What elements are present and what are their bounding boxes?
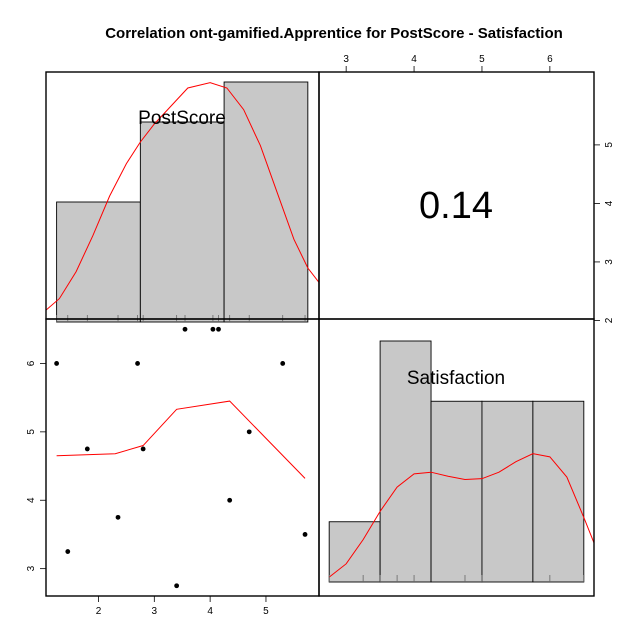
correlation-value: 0.14: [419, 185, 493, 227]
y-tick-label-left: 5: [26, 429, 37, 435]
x-tick-label-bottom: 3: [152, 606, 158, 617]
postscore-label: PostScore: [138, 108, 226, 129]
postscore-bar: [223, 81, 309, 323]
scatter-point: [246, 429, 252, 435]
scatter-point: [302, 532, 308, 537]
scatter-point: [216, 326, 221, 332]
satisfaction-bar: [379, 340, 432, 583]
axes: 2 3 4 5 3 4 5 6 3 4 5 6 2 3 4 5: [26, 54, 615, 617]
x-tick-label-bottom: 5: [263, 606, 269, 617]
postscore-density-line: [46, 82, 319, 311]
smooth-line: [56, 400, 306, 479]
postscore-density-group: [46, 82, 319, 311]
postscore-bar: [56, 201, 141, 323]
y-tick-label-left: 4: [26, 497, 37, 503]
y-tick-label-right: 3: [604, 259, 615, 265]
scatter-point: [135, 361, 140, 366]
panel-scatter: [54, 326, 308, 589]
satisfaction-bar: [430, 400, 483, 583]
postscore-bar: [139, 121, 225, 323]
satisfaction-bar: [481, 400, 534, 583]
panel-frame: [45, 318, 320, 597]
x-tick-label-top: 5: [479, 54, 485, 65]
x-tick-label-bottom: 2: [96, 606, 102, 617]
x-tick-label-top: 3: [343, 54, 349, 65]
scatter-point: [54, 361, 60, 366]
scatter-point: [210, 326, 216, 332]
panel-postscore-histogram: [46, 81, 319, 323]
scatter-point: [182, 326, 188, 332]
scatter-point: [280, 361, 286, 366]
y-tick-label-right: 5: [604, 142, 615, 148]
y-tick-label-right: 4: [604, 200, 615, 206]
scatter-point: [174, 583, 180, 589]
scatter-point: [227, 497, 233, 503]
x-tick-label-top: 6: [547, 54, 553, 65]
panel-satisfaction-histogram: [328, 340, 594, 583]
satisfaction-density-group: [328, 453, 594, 578]
satisfaction-density-line: [328, 453, 594, 578]
scatter-point: [140, 446, 146, 452]
y-tick-label-right: 2: [604, 317, 615, 323]
scatter-point: [84, 446, 90, 452]
satisfaction-bar: [532, 400, 585, 583]
y-tick-label-left: 3: [26, 565, 37, 571]
scatter-point: [115, 514, 121, 520]
chart-title: Correlation ont-gamified.Apprentice for …: [105, 25, 563, 42]
satisfaction-label: Satisfaction: [407, 368, 505, 389]
panel-frame: [318, 318, 595, 597]
scatter-point: [65, 549, 71, 554]
x-tick-label-bottom: 4: [207, 606, 213, 617]
y-tick-label-left: 6: [26, 360, 37, 366]
x-tick-label-top: 4: [411, 54, 417, 65]
